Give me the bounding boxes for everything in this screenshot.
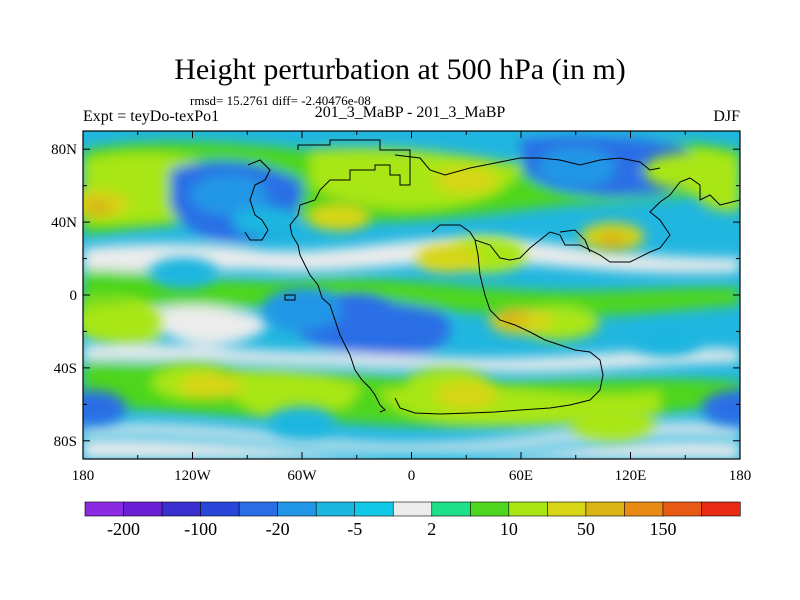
y-axis: 80N 40N 0 40S 80S bbox=[51, 142, 740, 450]
x-tick-label: 0 bbox=[408, 468, 416, 484]
band-white-south-pacific bbox=[150, 304, 270, 345]
case-label: 201_3_MaBP - 201_3_MaBP bbox=[314, 104, 506, 121]
colorbar-label: -5 bbox=[347, 519, 362, 539]
contour-region-level-12 bbox=[416, 244, 480, 273]
contour-region-level-13 bbox=[495, 310, 528, 327]
colorbar: -200 -100 -20 -5 2 10 50 150 bbox=[84, 501, 741, 539]
coastline bbox=[244, 139, 740, 415]
contour-region-level-6 bbox=[268, 406, 336, 439]
colorbar-label: -200 bbox=[107, 519, 140, 539]
season-label: DJF bbox=[713, 108, 740, 125]
experiment-label: Expt = teyDo-texPo1 bbox=[83, 108, 220, 125]
contour-region-level-6 bbox=[231, 206, 300, 239]
contour-region-level-11 bbox=[83, 302, 162, 339]
x-tick-label: 180 bbox=[72, 468, 95, 484]
colorbar-label: 50 bbox=[577, 519, 595, 539]
coastline-alaska bbox=[244, 159, 271, 241]
contour-region-level-6 bbox=[633, 324, 701, 357]
x-axis: 180 120W 60W 0 60E 120E 180 bbox=[72, 131, 752, 484]
y-tick-label: 0 bbox=[70, 288, 78, 304]
coastline-north-america bbox=[289, 139, 411, 299]
band-green-equator-north bbox=[83, 270, 740, 317]
colorbar-swatch bbox=[508, 501, 548, 517]
contour-region-level-11 bbox=[570, 404, 655, 441]
contour-region-level-5 bbox=[189, 172, 269, 217]
colorbar-swatch bbox=[431, 501, 471, 517]
contour-region-level-12 bbox=[434, 166, 499, 195]
colorbar-swatch bbox=[315, 501, 356, 517]
colorbar-swatch bbox=[277, 501, 317, 517]
colorbar-swatch bbox=[469, 501, 510, 517]
y-tick-label: 80S bbox=[54, 434, 77, 450]
colorbar-swatch bbox=[161, 501, 202, 517]
contour-region-level-13 bbox=[596, 232, 629, 249]
coastline-arabia bbox=[559, 229, 591, 253]
colorbar-swatch bbox=[701, 501, 741, 517]
colorbar-swatch bbox=[123, 501, 163, 517]
colorbar-label: 150 bbox=[649, 519, 676, 539]
colorbar-swatch bbox=[547, 501, 587, 517]
band-cyan-south-strip bbox=[83, 431, 740, 459]
band-yellow-south-a bbox=[230, 369, 360, 419]
colorbar-swatch bbox=[200, 501, 240, 517]
colorbar-swatch bbox=[624, 501, 664, 517]
colorbar-label: 2 bbox=[427, 519, 436, 539]
y-tick-label: 40N bbox=[51, 215, 77, 231]
x-tick-label: 120W bbox=[174, 468, 212, 484]
colorbar-swatch bbox=[662, 501, 703, 517]
contour-region-level-5 bbox=[535, 145, 616, 190]
contour-region-level-12 bbox=[434, 381, 499, 410]
contour-region-level-4 bbox=[702, 390, 740, 426]
stats-text: rmsd= 15.2761 diff= -2.40476e-08 bbox=[190, 93, 371, 108]
colorbar-label: -100 bbox=[184, 519, 217, 539]
colorbar-swatch bbox=[354, 501, 394, 517]
coastline-africa bbox=[394, 239, 604, 415]
contour-region-level-6 bbox=[149, 257, 218, 290]
coastline-eurasia bbox=[431, 177, 740, 263]
coastline-small-island bbox=[284, 294, 296, 301]
colorbar-swatch bbox=[84, 501, 125, 517]
x-tick-label: 60E bbox=[509, 468, 533, 484]
x-tick-label: 180 bbox=[729, 468, 752, 484]
x-tick-label: 60W bbox=[287, 468, 317, 484]
chart-title: Height perturbation at 500 hPa (in m) bbox=[174, 53, 626, 86]
y-tick-label: 80N bbox=[51, 142, 77, 158]
y-tick-label: 40S bbox=[54, 361, 77, 377]
colorbar-swatch bbox=[585, 501, 626, 517]
colorbar-swatch bbox=[392, 501, 433, 517]
x-tick-label: 120E bbox=[615, 468, 647, 484]
coastline-south-america bbox=[321, 297, 386, 413]
contour-blobs bbox=[83, 145, 740, 441]
contour-region-level-5 bbox=[262, 287, 342, 332]
colorbar-swatch bbox=[238, 501, 279, 517]
contour-region-level-12 bbox=[178, 372, 243, 401]
band-yellow-north-b bbox=[310, 148, 520, 210]
band-white-equator-south bbox=[83, 343, 740, 372]
contour-region-level-11 bbox=[643, 153, 728, 190]
coastline-siberia bbox=[394, 154, 661, 176]
contour-region-level-4 bbox=[83, 390, 127, 426]
contour-region-level-12 bbox=[306, 202, 371, 231]
colorbar-label: 10 bbox=[500, 519, 518, 539]
band-white-mid-north bbox=[83, 237, 740, 274]
contour-region-level-13 bbox=[83, 199, 114, 216]
colorbar-label: -20 bbox=[266, 519, 290, 539]
